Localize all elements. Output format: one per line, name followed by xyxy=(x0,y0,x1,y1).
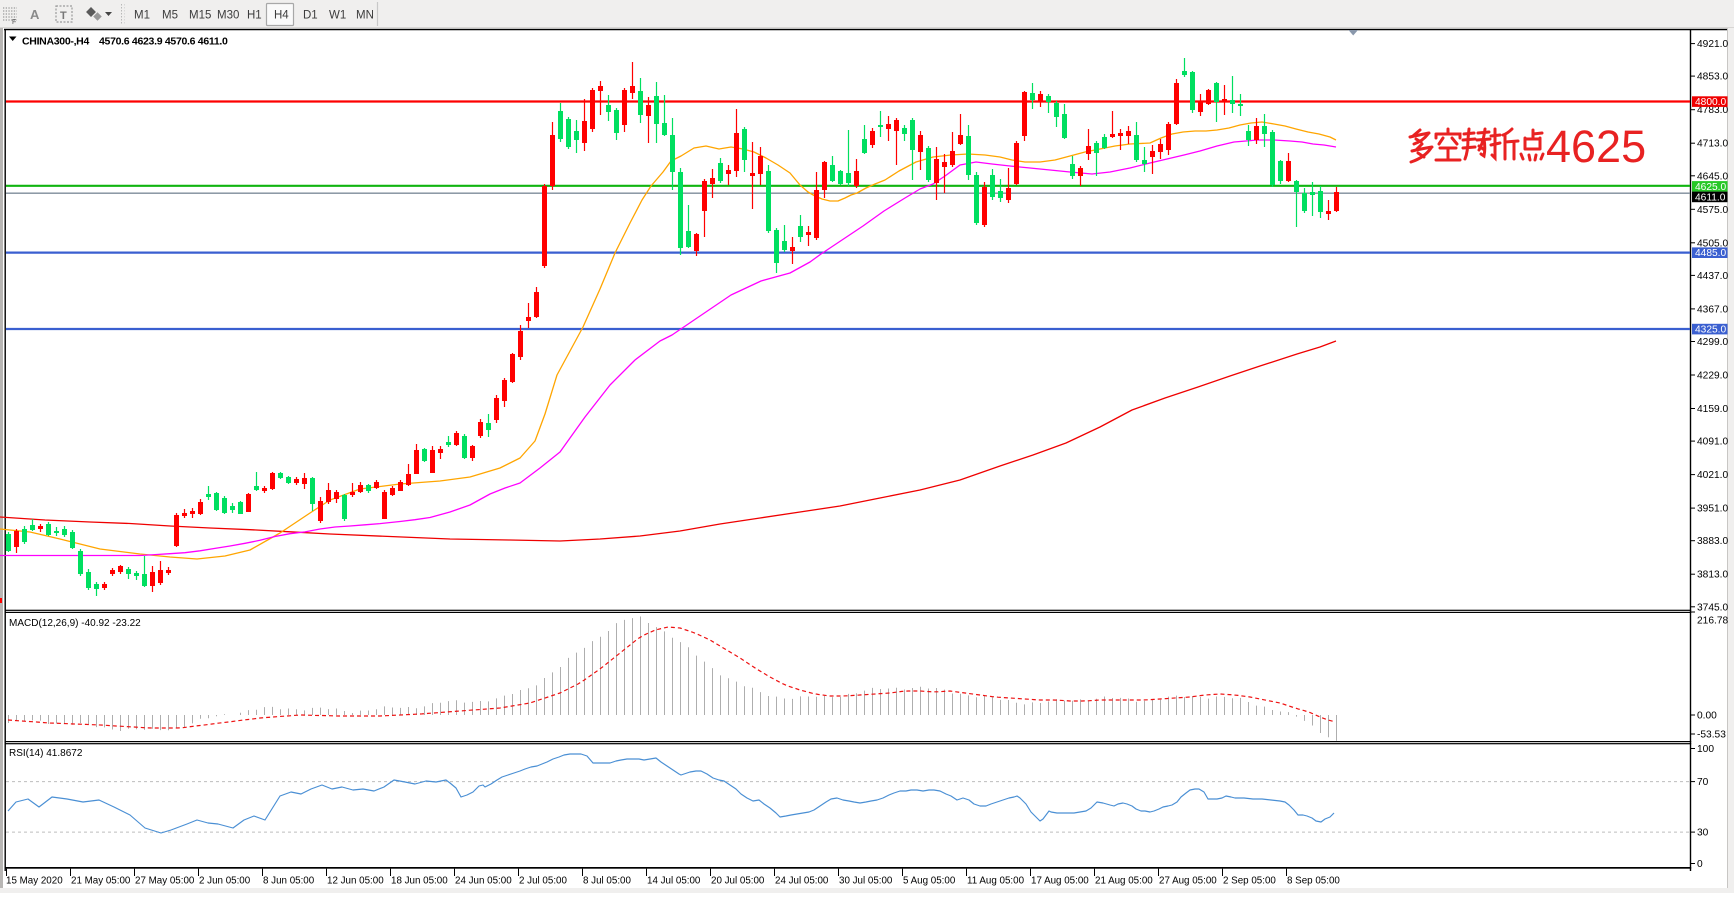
svg-text:D1: D1 xyxy=(303,10,318,22)
svg-text:30: 30 xyxy=(1697,828,1709,839)
svg-text:100: 100 xyxy=(1697,744,1714,755)
svg-text:17 Aug 05:00: 17 Aug 05:00 xyxy=(1031,876,1089,887)
svg-text:4645.0: 4645.0 xyxy=(1697,171,1728,182)
svg-text:4505.0: 4505.0 xyxy=(1697,238,1728,249)
svg-text:8 Jun 05:00: 8 Jun 05:00 xyxy=(263,876,315,887)
svg-text:MN: MN xyxy=(356,10,374,22)
svg-text:5 Aug 05:00: 5 Aug 05:00 xyxy=(903,876,956,887)
svg-text:A: A xyxy=(30,7,40,22)
svg-text:8 Sep 05:00: 8 Sep 05:00 xyxy=(1287,876,1340,887)
svg-text:12 Jun 05:00: 12 Jun 05:00 xyxy=(327,876,384,887)
svg-text:4713.0: 4713.0 xyxy=(1697,139,1728,150)
svg-text:M15: M15 xyxy=(189,10,211,22)
svg-text:4021.0: 4021.0 xyxy=(1697,470,1728,481)
svg-text:RSI(14) 41.8672: RSI(14) 41.8672 xyxy=(9,748,83,759)
svg-text:3813.0: 3813.0 xyxy=(1697,570,1728,581)
svg-text:M5: M5 xyxy=(162,10,178,22)
svg-text:4437.0: 4437.0 xyxy=(1697,271,1728,282)
svg-text:3883.0: 3883.0 xyxy=(1697,536,1728,547)
svg-text:CHINA300-,H4: CHINA300-,H4 xyxy=(22,36,89,48)
svg-text:0.00: 0.00 xyxy=(1697,711,1717,722)
svg-text:4575.0: 4575.0 xyxy=(1697,205,1728,216)
svg-text:4325.0: 4325.0 xyxy=(1695,325,1726,336)
svg-text:24 Jun 05:00: 24 Jun 05:00 xyxy=(455,876,512,887)
svg-text:21 Aug 05:00: 21 Aug 05:00 xyxy=(1095,876,1153,887)
svg-text:30 Jul 05:00: 30 Jul 05:00 xyxy=(839,876,893,887)
svg-text:21 May 05:00: 21 May 05:00 xyxy=(71,876,131,887)
svg-text:MACD(12,26,9) -40.92 -23.22: MACD(12,26,9) -40.92 -23.22 xyxy=(9,618,141,629)
svg-text:2 Sep 05:00: 2 Sep 05:00 xyxy=(1223,876,1276,887)
svg-text:4159.0: 4159.0 xyxy=(1697,404,1728,415)
svg-text:18 Jun 05:00: 18 Jun 05:00 xyxy=(391,876,448,887)
svg-text:14 Jul 05:00: 14 Jul 05:00 xyxy=(647,876,701,887)
svg-text:4229.0: 4229.0 xyxy=(1697,371,1728,382)
svg-text:W1: W1 xyxy=(329,10,346,22)
svg-text:24 Jul 05:00: 24 Jul 05:00 xyxy=(775,876,829,887)
svg-text:4611.0: 4611.0 xyxy=(1695,192,1726,203)
svg-text:M1: M1 xyxy=(134,10,150,22)
svg-text:4570.6 4623.9 4570.6 4611.0: 4570.6 4623.9 4570.6 4611.0 xyxy=(99,36,228,48)
svg-text:4921.0: 4921.0 xyxy=(1697,39,1728,50)
svg-text:15 May 2020: 15 May 2020 xyxy=(6,876,63,887)
svg-text:11 Aug 05:00: 11 Aug 05:00 xyxy=(967,876,1025,887)
svg-text:-53.53: -53.53 xyxy=(1697,730,1726,741)
svg-text:F: F xyxy=(12,19,16,26)
svg-text:27 Aug 05:00: 27 Aug 05:00 xyxy=(1159,876,1217,887)
svg-text:4367.0: 4367.0 xyxy=(1697,304,1728,315)
svg-text:4625.0: 4625.0 xyxy=(1695,182,1726,193)
svg-text:3951.0: 3951.0 xyxy=(1697,504,1728,515)
svg-text:T: T xyxy=(60,10,67,22)
svg-text:4783.0: 4783.0 xyxy=(1697,105,1728,116)
svg-text:0: 0 xyxy=(1697,859,1703,870)
svg-text:4485.0: 4485.0 xyxy=(1695,248,1726,259)
svg-text:2 Jun 05:00: 2 Jun 05:00 xyxy=(199,876,251,887)
svg-text:4625: 4625 xyxy=(1546,121,1646,172)
svg-text:70: 70 xyxy=(1697,777,1709,788)
svg-text:4091.0: 4091.0 xyxy=(1697,437,1728,448)
svg-text:20 Jul 05:00: 20 Jul 05:00 xyxy=(711,876,765,887)
svg-text:M30: M30 xyxy=(217,10,239,22)
svg-text:4853.0: 4853.0 xyxy=(1697,72,1728,83)
svg-text:H4: H4 xyxy=(274,10,289,22)
svg-text:3745.0: 3745.0 xyxy=(1697,602,1728,613)
svg-text:216.78: 216.78 xyxy=(1697,616,1728,627)
svg-text:H1: H1 xyxy=(247,10,262,22)
svg-text:8 Jul 05:00: 8 Jul 05:00 xyxy=(583,876,631,887)
svg-text:2 Jul 05:00: 2 Jul 05:00 xyxy=(519,876,567,887)
svg-text:4800.0: 4800.0 xyxy=(1695,97,1726,108)
svg-text:4299.0: 4299.0 xyxy=(1697,337,1728,348)
svg-text:27 May 05:00: 27 May 05:00 xyxy=(135,876,195,887)
